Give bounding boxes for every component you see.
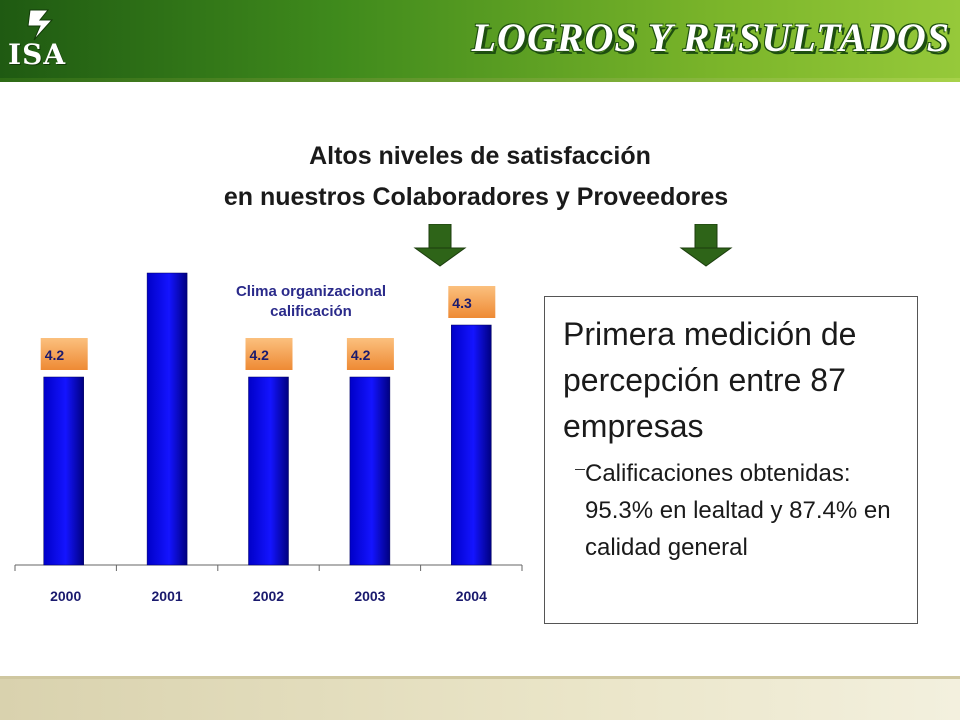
x-tick-label: 2004 bbox=[456, 588, 487, 604]
info-sub-text: Calificaciones obtenidas: 95.3% en lealt… bbox=[585, 460, 891, 561]
footer-divider bbox=[0, 676, 960, 679]
bar-2000 bbox=[43, 376, 84, 566]
bar-2002 bbox=[248, 376, 289, 566]
data-label: 4.2 bbox=[45, 347, 65, 363]
x-tick-label: 2001 bbox=[152, 588, 183, 604]
page-title: LOGROS Y RESULTADOS bbox=[471, 15, 950, 60]
data-label: 4.2 bbox=[250, 347, 270, 363]
bar-2004 bbox=[451, 324, 492, 566]
x-tick-label: 2000 bbox=[50, 588, 81, 604]
data-label-box bbox=[245, 338, 293, 370]
chart-title-line-1: Clima organizacional bbox=[235, 283, 387, 300]
subtitle-line-1: Altos niveles de satisfacción bbox=[309, 142, 651, 170]
data-label: 4.3 bbox=[452, 295, 472, 311]
info-box: Primera medición de percepción entre 87 … bbox=[544, 296, 918, 624]
chart-title: Clima organizacional calificación bbox=[196, 282, 426, 322]
data-label-box bbox=[448, 286, 496, 318]
data-label-box bbox=[40, 338, 88, 370]
logo-text: ISA bbox=[8, 38, 67, 71]
footer-band bbox=[0, 676, 960, 720]
chart-title-line-2: calificación bbox=[270, 303, 352, 320]
data-label: 4.2 bbox=[351, 347, 371, 363]
data-label-box bbox=[346, 338, 394, 370]
subtitle-line-2: en nuestros Colaboradores y Proveedores bbox=[223, 183, 729, 211]
info-main-text: Primera medición de percepción entre 87 … bbox=[563, 316, 857, 444]
isa-logo-icon bbox=[27, 9, 54, 41]
bar-2001 bbox=[146, 272, 188, 566]
arrow-down-icon bbox=[679, 224, 733, 267]
x-tick-label: 2002 bbox=[253, 588, 284, 604]
header-band bbox=[0, 0, 960, 82]
arrow-down-icon bbox=[413, 224, 467, 267]
x-tick-label: 2003 bbox=[354, 588, 385, 604]
dash-bullet-icon bbox=[575, 469, 585, 470]
bar-2003 bbox=[349, 376, 391, 566]
